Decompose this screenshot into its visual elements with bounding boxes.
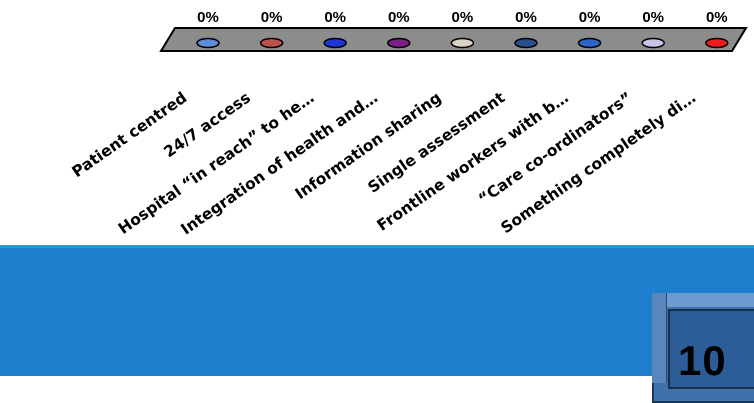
bar-cap-4 bbox=[450, 37, 475, 49]
bar-cap-1 bbox=[259, 37, 284, 49]
bar-cap-3 bbox=[387, 37, 411, 49]
bar-cap-5 bbox=[514, 37, 538, 49]
bar-cap-8 bbox=[705, 37, 729, 49]
category-label-0: Patient centred bbox=[69, 89, 191, 182]
value-label-1: 0% bbox=[261, 9, 283, 26]
value-label-0: 0% bbox=[197, 9, 219, 26]
response-counter-bevel-left bbox=[652, 293, 667, 383]
value-label-7: 0% bbox=[642, 9, 664, 26]
bar-cap-6 bbox=[577, 37, 602, 49]
value-label-3: 0% bbox=[388, 9, 410, 26]
response-counter-bevel-top bbox=[652, 293, 754, 307]
response-counter-value: 10 bbox=[678, 337, 727, 384]
value-label-6: 0% bbox=[579, 9, 601, 26]
value-label-4: 0% bbox=[452, 9, 474, 26]
footer-band bbox=[0, 245, 754, 376]
value-label-5: 0% bbox=[515, 9, 537, 26]
bar-cap-7 bbox=[641, 37, 665, 49]
bar-cap-0 bbox=[196, 37, 220, 49]
value-label-8: 0% bbox=[706, 9, 728, 26]
value-label-2: 0% bbox=[324, 9, 346, 26]
footer-band-highlight bbox=[0, 245, 754, 248]
bar-cap-2 bbox=[323, 37, 347, 49]
